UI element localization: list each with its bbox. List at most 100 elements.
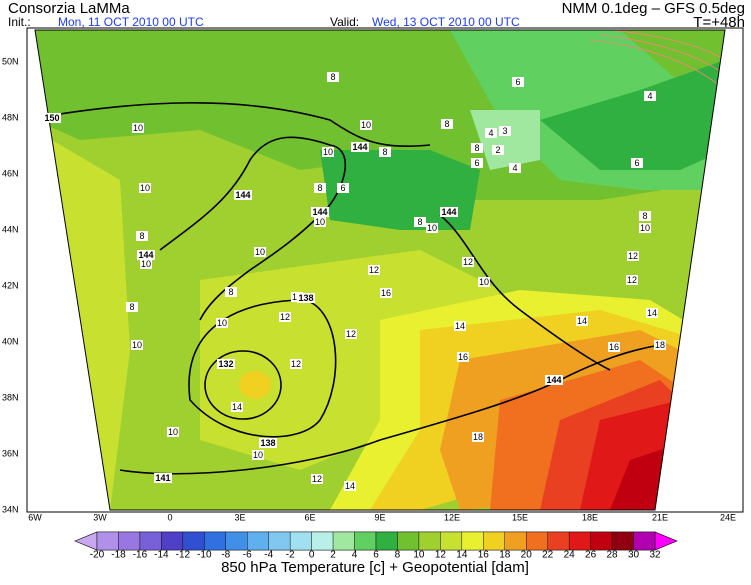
contour-label: 144 [235,190,250,200]
contour-label-bg [43,113,61,123]
contour-label: 132 [218,359,233,369]
contour-label-bg [154,473,172,483]
contour-label-bg [627,251,639,261]
lat-label: 48N [2,112,19,122]
colorbar-cell [161,531,184,551]
contour-label-bg [311,474,323,484]
contour-label-bg [167,427,179,437]
contour-label-bg [457,352,469,362]
colorbar-label: 0 [309,550,315,561]
contour-label: 14 [232,402,242,412]
colorbar-cell [547,531,570,551]
contour-label: 144 [441,207,456,217]
colorbar-label: 32 [649,550,661,561]
contour-label-bg [345,329,357,339]
colorbar-label: 2 [330,550,336,561]
lon-label: 0 [167,512,172,522]
colorbar-label: 8 [395,550,401,561]
contour-label: 8 [382,147,387,157]
contour-label-bg [360,120,372,130]
contour-label-bg [368,265,380,275]
contour-label-bg [545,375,563,385]
colorbar-cell [483,531,505,551]
colorbar-cell [268,531,291,551]
lon-label: 9E [374,512,385,522]
contour-label-bg [351,142,369,152]
colorbar-label: 28 [607,550,619,561]
colorbar-cell [247,531,269,551]
lon-label: 12E [444,512,460,522]
contour-label: 8 [317,183,322,193]
contour-label: 8 [444,119,449,129]
contour-label: 8 [642,211,647,221]
colorbar-cell [354,531,377,551]
lat-label: 38N [2,392,19,402]
contour-label: 10 [217,318,227,328]
lon-label: 3E [234,512,245,522]
colorbar-label: -6 [243,550,252,561]
contour-label: 10 [140,183,150,193]
contour-label-bg [639,211,651,221]
footer-title: 850 hPa Temperature [c] + Geopotential [… [221,559,529,576]
contour-label: 10 [479,277,489,287]
lat-label: 44N [2,224,19,234]
colorbar-label: 16 [478,550,490,561]
contour-label-bg [344,481,356,491]
colorbar-label: -12 [176,550,191,561]
colorbar-label: 18 [499,550,511,561]
colorbar-label: 6 [373,550,379,561]
contour-label-bg [478,277,490,287]
contour-label-bg [216,318,228,328]
contour-label: 14 [345,481,355,491]
colorbar-label: -16 [133,550,148,561]
contour-label: 10 [133,123,143,133]
colorbar-cell [118,531,141,551]
colorbar-cell [504,531,527,551]
contour-label-bg [440,207,458,217]
contour-label-bg [631,158,643,168]
contour-label: 12 [627,275,637,285]
lat-label: 34N [2,504,19,514]
colorbar-cell [568,531,591,551]
colorbar-cell [139,531,162,551]
contour-label-bg [131,340,143,350]
contour-label: 10 [315,217,325,227]
colorbar-label: 20 [521,550,533,561]
colorbar-cell [182,531,205,551]
colorbar-cell [204,531,226,551]
contour-label-bg [254,247,266,257]
contour-label: 8 [330,72,335,82]
contour-label-bg [472,432,484,442]
contour-label: 14 [647,308,657,318]
contour-label: 141 [155,473,170,483]
colorbar-label: 24 [564,550,576,561]
contour-label-bg [139,183,151,193]
contour-label: 144 [312,207,327,217]
contour-label-bg [426,223,438,233]
contour-label: 10 [141,259,151,269]
contour-label: 10 [427,223,437,233]
colorbar-cell [526,531,548,551]
colorbar-label: -2 [286,550,295,561]
colorbar-label: -4 [264,550,273,561]
colorbar-cell [289,531,312,551]
colorbar-cell [611,531,634,551]
contour-label-bg [225,287,237,297]
lead-time: T=+48h [693,14,745,31]
contour-label-bg [290,359,302,369]
colorbar-label: 22 [542,550,554,561]
contour-label: 18 [655,340,665,350]
lat-label: 40N [2,336,19,346]
valid-time: Wed, 13 OCT 2010 00 UTC [372,15,520,29]
contour-label-bg [492,145,504,155]
contour-label-bg [414,217,426,227]
contour-label-bg [626,275,638,285]
colorbar-cell [96,531,119,551]
contour-label: 10 [168,427,178,437]
colorbar-label: 10 [413,550,425,561]
contour-label-bg [259,438,277,448]
colorbar-label: 4 [352,550,358,561]
contour-label: 10 [640,223,650,233]
contour-label: 8 [139,231,144,241]
org-title: Consorzia LaMMa [8,0,130,17]
